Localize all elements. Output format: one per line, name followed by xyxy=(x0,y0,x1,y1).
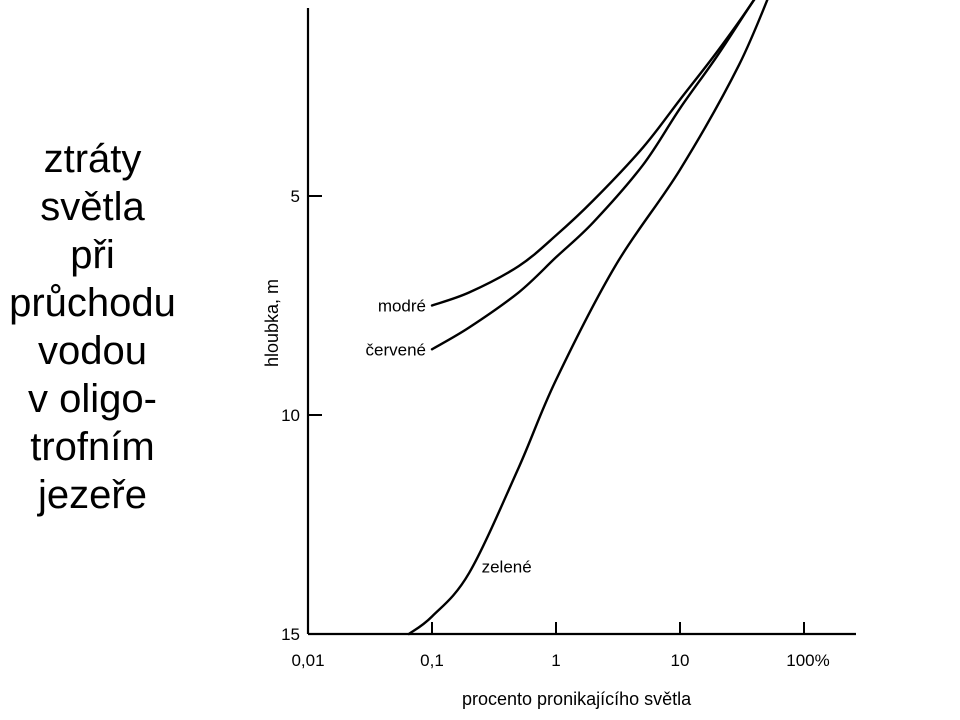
series-line-zelene xyxy=(407,0,769,636)
series-label-zelene: zelené xyxy=(482,558,532,577)
title-line: trofním xyxy=(30,425,155,469)
title-line: vodou xyxy=(38,329,147,373)
series-label-cervene: červené xyxy=(366,340,426,359)
title-line: jezeře xyxy=(38,473,147,517)
x-tick-label: 0,1 xyxy=(420,651,444,670)
x-axis-title: procento pronikajícího světla xyxy=(462,689,692,709)
title-line: ztráty xyxy=(43,137,142,181)
y-tick-group: 5 10 15 xyxy=(281,187,322,644)
title-line: v oligo- xyxy=(28,377,157,421)
series-label-modre: modré xyxy=(378,297,426,316)
x-tick-label: 10 xyxy=(671,651,690,670)
x-tick-group: 0,01 0,1 1 10 100% xyxy=(291,622,830,670)
series-group: modré červené zelené xyxy=(366,0,769,636)
title-line: světla xyxy=(40,185,145,229)
x-tick-label: 0,01 xyxy=(291,651,324,670)
series-line-modre xyxy=(430,0,756,307)
y-tick-label: 10 xyxy=(281,406,300,425)
title-line: průchodu xyxy=(9,281,176,325)
y-tick-label: 15 xyxy=(281,625,300,644)
y-tick-label: 5 xyxy=(291,187,300,206)
x-tick-label: 100% xyxy=(786,651,829,670)
x-tick-label: 1 xyxy=(551,651,560,670)
title-line: při xyxy=(70,233,115,277)
series-line-cervene xyxy=(430,0,756,351)
slide-title: ztráty světla při průchodu vodou v oligo… xyxy=(0,135,185,519)
y-axis-title: hloubka, m xyxy=(262,279,282,367)
